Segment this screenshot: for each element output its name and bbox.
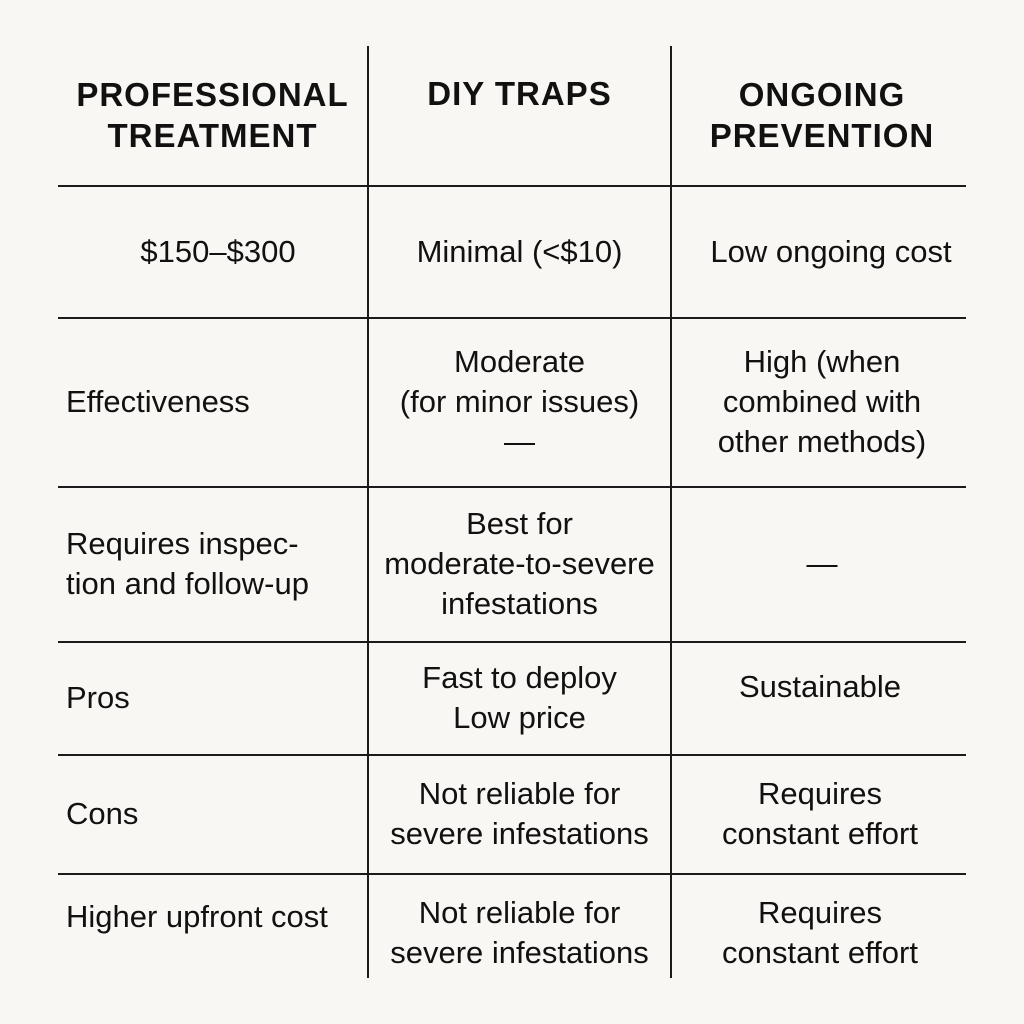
- row-4-col-2: Fast to deploy Low price: [369, 642, 670, 754]
- cell-line: moderate-to-severe: [384, 546, 655, 581]
- row-1-col-1: $150–$300: [68, 186, 368, 317]
- row-2-col-3: High (when combined with other methods): [672, 318, 972, 486]
- cell-line: —: [806, 546, 838, 581]
- cell-line: Higher upfront cost: [66, 899, 328, 934]
- row-divider-1: [58, 317, 966, 319]
- cell-line: Low ongoing cost: [710, 233, 952, 269]
- header-professional-treatment: PROFESSIONAL TREATMENT: [58, 72, 367, 158]
- cell-line: Not reliable for: [418, 895, 621, 930]
- cell-line: severe infestations: [390, 935, 649, 970]
- header-line: PROFESSIONAL: [76, 76, 349, 113]
- row-5-col-2: Not reliable for severe infestations: [369, 755, 670, 873]
- row-5-col-1: Cons: [58, 755, 367, 873]
- row-divider-5: [58, 873, 966, 875]
- cell-line: Minimal (<$10): [416, 233, 623, 269]
- cell-line: constant effort: [722, 935, 918, 970]
- column-divider-2: [670, 46, 672, 978]
- header-diy-traps: DIY TRAPS: [369, 72, 670, 114]
- row-6-col-3: Requires constant effort: [672, 874, 968, 992]
- header-line: ONGOING: [738, 76, 906, 113]
- header-line: DIY TRAPS: [427, 74, 612, 112]
- cell-line: —: [504, 424, 535, 459]
- cell-line: Cons: [66, 796, 139, 831]
- cell-line: severe infestations: [390, 816, 649, 851]
- row-1-col-3: Low ongoing cost: [672, 186, 990, 317]
- cell-line: Low price: [453, 700, 586, 735]
- column-divider-1: [367, 46, 369, 978]
- cell-line: Not reliable for: [418, 776, 621, 811]
- cell-line: Sustainable: [738, 669, 901, 704]
- header-ongoing-prevention: ONGOING PREVENTION: [672, 72, 972, 158]
- row-divider-3: [58, 641, 966, 643]
- cell-line: other methods): [717, 424, 927, 459]
- row-3-col-3: —: [672, 487, 972, 641]
- row-divider-4: [58, 754, 966, 756]
- cell-line: constant effort: [722, 816, 918, 851]
- row-6-col-1: Higher upfront cost: [58, 874, 373, 960]
- header-line: TREATMENT: [107, 117, 318, 154]
- cell-line: Fast to deploy: [422, 660, 617, 695]
- cell-line: combined with: [722, 384, 922, 419]
- cell-line: Moderate: [454, 344, 585, 379]
- cell-line: Effectiveness: [66, 384, 250, 419]
- cell-line: Pros: [66, 680, 130, 715]
- row-4-col-1: Pros: [58, 642, 367, 754]
- cell-line: Requires: [757, 895, 883, 930]
- cell-line: $150–$300: [140, 233, 296, 269]
- cell-line: (for minor issues): [399, 384, 640, 419]
- header-line: PREVENTION: [709, 117, 935, 154]
- cell-line: infestations: [441, 586, 598, 621]
- row-5-col-3: Requires constant effort: [672, 755, 968, 873]
- row-2-col-1: Effectiveness: [58, 318, 367, 486]
- cell-line: Requires: [757, 776, 883, 811]
- row-4-col-3: Sustainable: [672, 642, 968, 732]
- row-3-col-1: Requires inspec- tion and follow-up: [58, 487, 367, 641]
- cell-line: tion and follow-up: [66, 566, 309, 601]
- cell-line: Requires inspec-: [66, 526, 299, 561]
- cell-line: Best for: [466, 506, 573, 541]
- row-3-col-2: Best for moderate-to-severe infestations: [369, 487, 670, 641]
- row-6-col-2: Not reliable for severe infestations: [369, 874, 670, 992]
- row-divider-2: [58, 486, 966, 488]
- cell-line: High (when: [743, 344, 901, 379]
- row-1-col-2: Minimal (<$10): [369, 186, 670, 317]
- row-2-col-2: Moderate (for minor issues) —: [369, 318, 670, 486]
- row-divider-header: [58, 185, 966, 187]
